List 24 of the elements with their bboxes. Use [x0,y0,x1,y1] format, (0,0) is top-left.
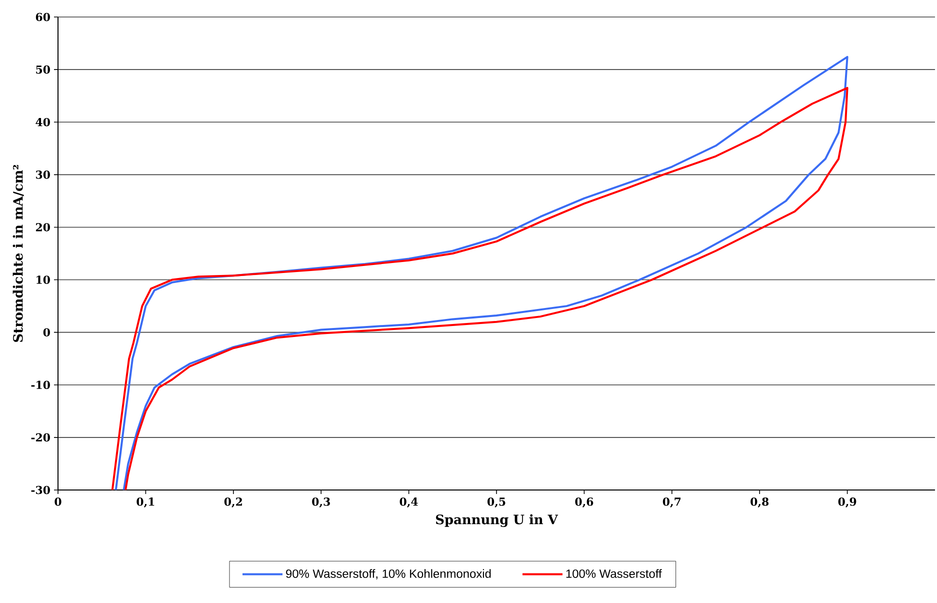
y-axis-title: Stromdichte i in mA/cm² [12,164,24,342]
x-tick-label: 0,1 [136,498,154,508]
x-tick-label: 0,7 [662,498,681,508]
y-tick-label: -30 [31,486,50,494]
y-tick-label: 40 [36,118,50,126]
x-tick-label: 0,8 [750,498,769,508]
x-axis-title: Spannung U in V [436,514,558,528]
y-tick-label: -20 [31,433,50,442]
legend-label: 100% Wasserstoff [566,569,662,578]
y-tick-label: 30 [36,170,50,179]
y-tick-label: 50 [36,65,50,74]
x-tick-label: 0,2 [224,498,242,508]
x-tick-label: 0,9 [838,498,856,508]
x-tick-label: 0,3 [312,498,330,508]
x-tick-label: 0,4 [400,498,418,508]
y-tick-label: 60 [36,12,50,22]
y-tick-label: -10 [31,380,50,390]
x-tick-label: 0,6 [575,498,594,508]
x-tick-label: 0 [54,498,62,506]
legend-label: 90% Wasserstoff, 10% Kohlenmonoxid [286,569,491,580]
y-tick-label: 20 [36,223,50,232]
y-tick-label: 0 [43,328,50,336]
x-tick-label: 0,5 [487,498,506,508]
y-tick-label: 10 [36,276,50,284]
